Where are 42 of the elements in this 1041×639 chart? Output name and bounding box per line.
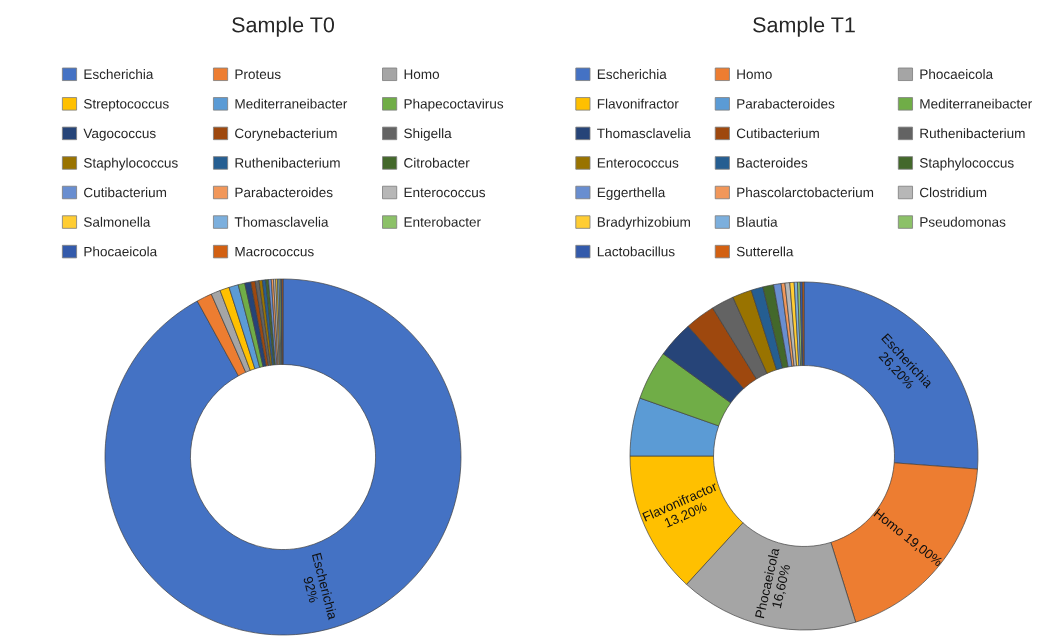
legend-label: Citrobacter (404, 157, 470, 168)
legend-label: Blautia (737, 216, 778, 227)
legend-label: Staphylococcus (83, 157, 178, 171)
chart-title: Sample T1 (753, 16, 855, 37)
legend-label: Parabacteroides (737, 98, 835, 109)
legend-label: Corynebacterium (235, 128, 337, 141)
legend-label: Pseudomonas (920, 216, 1006, 227)
legend-label: Phocaeicola (84, 246, 158, 257)
legend-label: Escherichia (84, 69, 154, 80)
legend-label: Thomasclavelia (597, 128, 691, 139)
legend-label: Phocaeicola (920, 69, 994, 80)
legend-label: Parabacteroides (235, 187, 333, 198)
legend-label: Shigella (404, 128, 452, 141)
legend-label: Proteus (235, 69, 281, 80)
legend-label: Flavonifractor (597, 98, 679, 109)
legend-label: Escherichia (597, 69, 667, 80)
legend-label: Streptococcus (83, 99, 169, 112)
legend-label: Mediterraneibacter (920, 98, 1032, 109)
legend-label: Mediterraneibacter (235, 98, 348, 109)
legend-label: Enterobacter (404, 216, 481, 227)
legend-label: Homo (737, 69, 772, 80)
legend-label: Bacteroides (737, 157, 808, 168)
legend-label: Cutibacterium (84, 187, 167, 198)
legend-label: Eggerthella (597, 187, 666, 200)
legend-label: Thomasclavelia (234, 216, 329, 227)
chart-title: Sample T0 (232, 16, 335, 37)
legend-label: Homo (404, 69, 440, 80)
legend-label: Staphylococcus (919, 157, 1014, 171)
legend-label: Salmonella (83, 216, 151, 227)
legend-label: Sutterella (736, 246, 794, 257)
legend-label: Enterococcus (597, 158, 679, 168)
legend-label: Phapecoctavirus (404, 98, 504, 112)
legend-label: Enterococcus (404, 187, 486, 198)
legend-label: Bradyrhizobium (597, 216, 690, 230)
legend-label: Lactobacillus (597, 246, 675, 257)
legend-label: Clostridium (920, 187, 987, 198)
legend-label: Cutibacterium (736, 128, 819, 139)
legend-label: Vagococcus (83, 128, 156, 141)
legend-label: Ruthenibacterium (920, 128, 1025, 139)
legend-label: Macrococcus (235, 246, 314, 257)
legend-label: Ruthenibacterium (235, 157, 340, 168)
legend-label: Phascolarctobacterium (737, 187, 874, 198)
